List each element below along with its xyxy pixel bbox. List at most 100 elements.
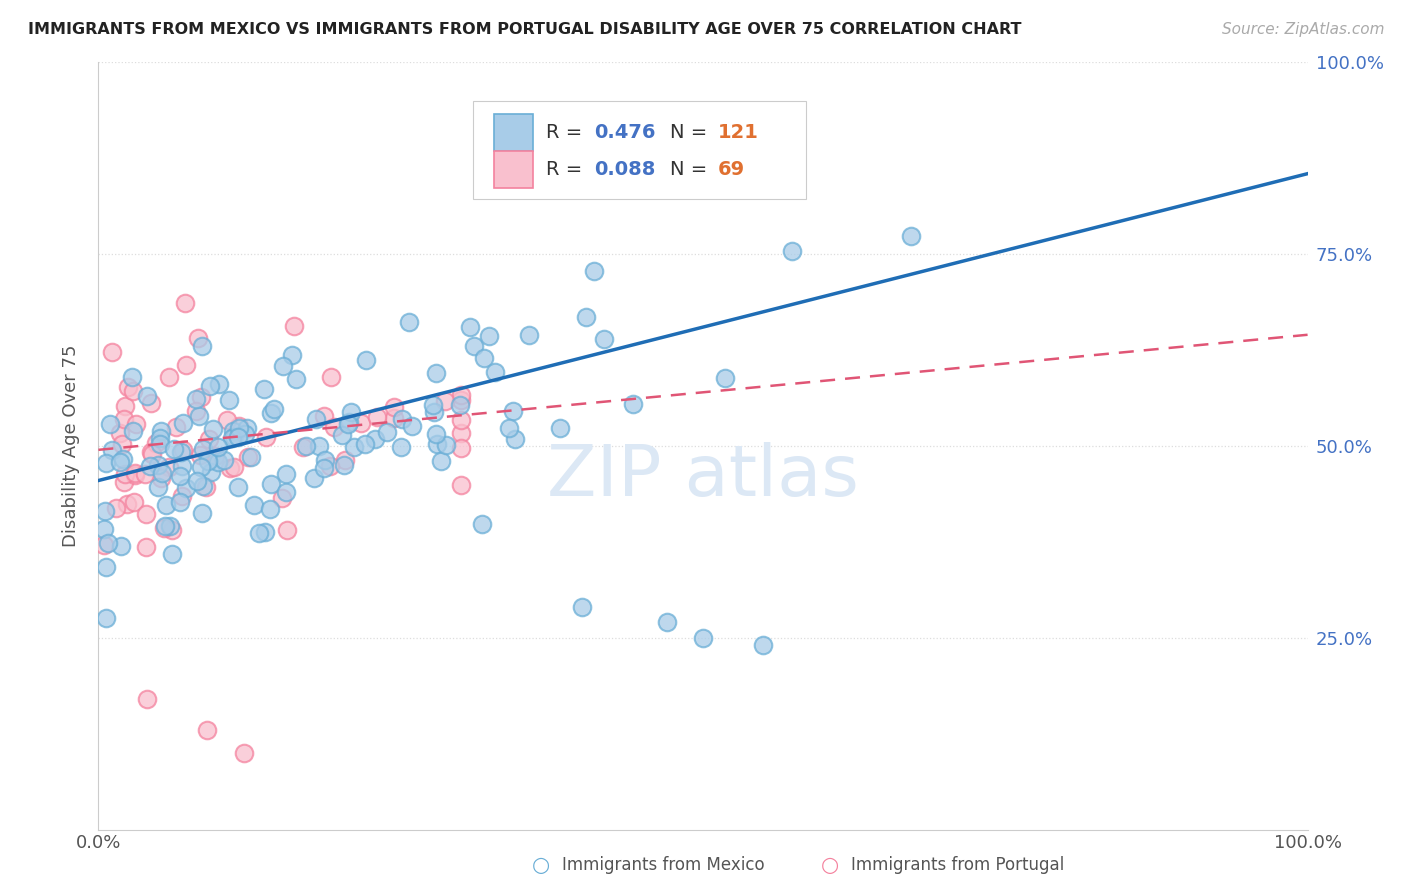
Point (172, 416, 194, 430)
Point (190, 338, 212, 352)
Point (174, 359, 197, 373)
Point (434, 394, 457, 409)
Point (124, 467, 146, 482)
Point (423, 405, 446, 419)
Point (274, 467, 297, 482)
Point (450, 425, 472, 440)
Point (232, 746, 254, 760)
Point (247, 526, 270, 541)
Point (434, 438, 457, 452)
Point (224, 429, 246, 443)
Point (122, 495, 145, 509)
Point (391, 412, 413, 426)
Point (484, 365, 506, 379)
Point (238, 450, 260, 464)
Point (155, 519, 177, 533)
Point (190, 459, 212, 474)
Point (274, 484, 297, 499)
Point (314, 453, 336, 467)
Point (302, 471, 325, 485)
Point (176, 481, 198, 495)
Point (138, 458, 160, 473)
Point (172, 489, 194, 503)
Y-axis label: Disability Age Over 75: Disability Age Over 75 (62, 344, 80, 548)
Point (222, 460, 245, 475)
Point (450, 442, 472, 456)
Point (110, 425, 132, 440)
Point (226, 430, 249, 444)
Point (463, 339, 485, 353)
Point (135, 540, 157, 554)
Point (222, 424, 245, 438)
Point (186, 474, 208, 488)
Point (202, 422, 225, 436)
Point (218, 393, 240, 408)
Point (254, 524, 277, 539)
Point (101, 345, 124, 359)
Text: ○: ○ (533, 855, 550, 875)
Text: 69: 69 (717, 161, 745, 179)
Point (101, 443, 124, 458)
Point (208, 377, 231, 392)
Point (191, 442, 214, 457)
Point (228, 419, 250, 434)
Point (450, 413, 472, 427)
Point (198, 379, 221, 393)
Point (295, 439, 318, 453)
Point (150, 424, 173, 438)
Point (150, 467, 173, 481)
Text: ZIP atlas: ZIP atlas (547, 442, 859, 511)
Point (149, 471, 172, 485)
Point (502, 404, 524, 418)
Point (188, 448, 211, 462)
Point (172, 459, 194, 474)
Point (752, 639, 775, 653)
Point (172, 443, 194, 458)
Point (333, 452, 356, 467)
Point (349, 416, 371, 430)
Point (94, 611, 117, 625)
Point (153, 521, 176, 535)
Point (197, 454, 219, 468)
Point (207, 440, 229, 454)
Point (401, 418, 423, 433)
Point (228, 421, 250, 435)
Point (319, 459, 342, 474)
Point (354, 352, 377, 367)
Point (94, 456, 117, 470)
Text: ○: ○ (821, 855, 838, 875)
Point (283, 319, 305, 334)
Point (139, 395, 162, 409)
Point (263, 402, 285, 417)
Point (450, 392, 472, 407)
Point (366, 409, 388, 424)
Point (187, 331, 209, 345)
Point (280, 349, 302, 363)
Point (93, 522, 115, 536)
Text: N =: N = (671, 161, 714, 179)
Text: N =: N = (671, 123, 714, 142)
Point (112, 475, 135, 490)
Point (243, 498, 266, 512)
Text: 0.476: 0.476 (595, 123, 655, 142)
Text: Immigrants from Mexico: Immigrants from Mexico (562, 856, 765, 874)
Point (384, 411, 406, 425)
Point (292, 441, 315, 455)
Point (621, 397, 644, 411)
Point (165, 420, 187, 434)
Point (96, 560, 118, 574)
Point (548, 421, 571, 435)
Point (285, 372, 308, 386)
Point (141, 447, 163, 461)
Point (256, 430, 278, 444)
Point (193, 479, 215, 493)
Point (240, 450, 263, 465)
Point (235, 427, 257, 442)
Point (215, 413, 238, 427)
Point (149, 437, 172, 451)
Point (450, 388, 472, 402)
Point (592, 332, 614, 346)
Point (157, 369, 180, 384)
Point (505, 432, 527, 446)
Point (149, 431, 172, 445)
